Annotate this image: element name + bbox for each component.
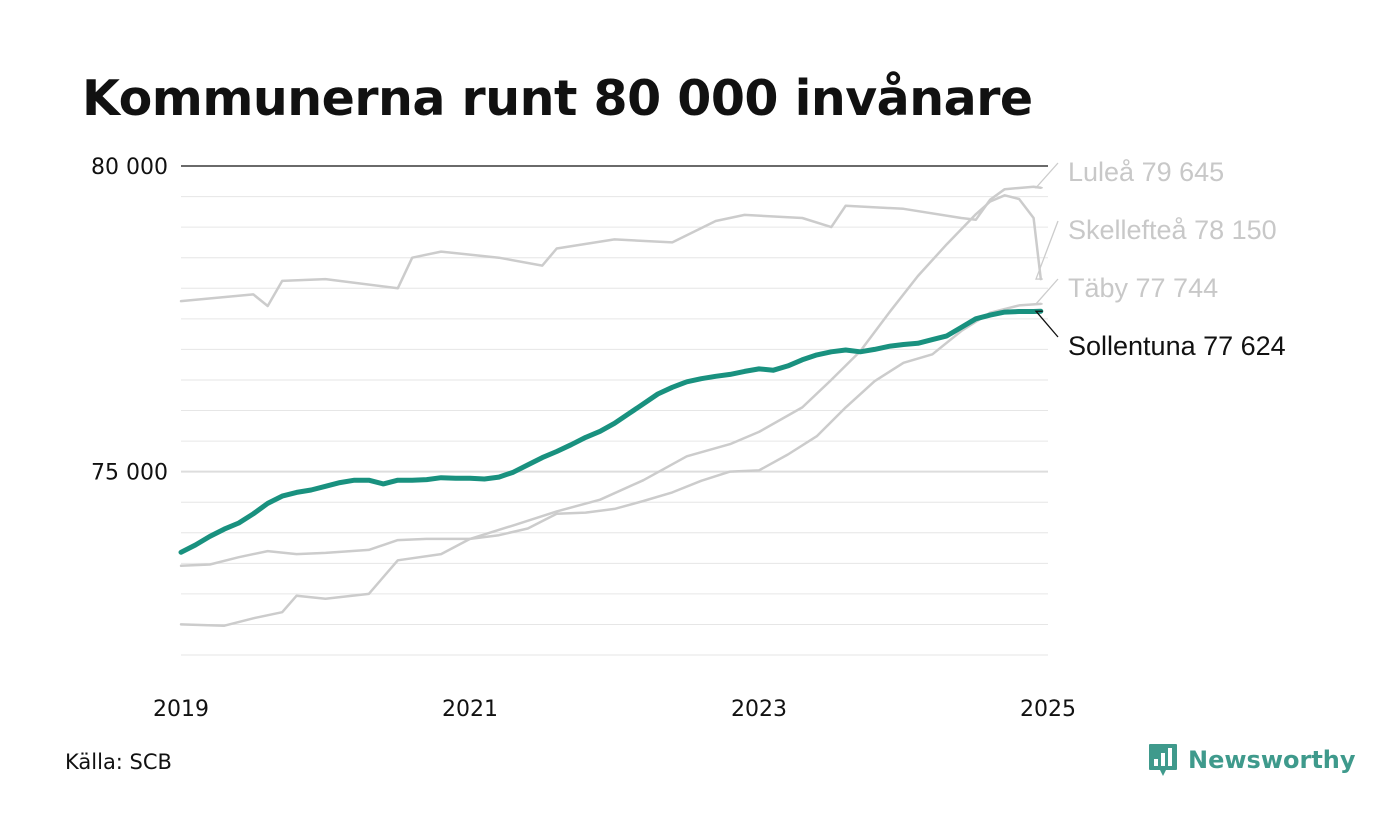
x-tick-label: 2025 — [1020, 697, 1076, 722]
series-end-label: Täby 77 744 — [1068, 273, 1218, 303]
series-end-label: Skellefteå 78 150 — [1068, 215, 1277, 245]
source-note: Källa: SCB — [65, 750, 172, 774]
series-end-labels: Luleå 79 645 Skellefteå 78 150 Täby 77 744… — [1034, 157, 1286, 361]
newsworthy-brand[interactable]: Newsworthy — [1148, 742, 1356, 778]
newsworthy-logo-icon — [1149, 744, 1177, 776]
series-end-label: Luleå 79 645 — [1068, 157, 1224, 187]
y-axis: 75 000 80 000 — [91, 155, 168, 486]
series-line-t-by — [179, 302, 1043, 568]
y-tick-label: 75 000 — [91, 461, 168, 486]
grid-lines — [181, 165, 1048, 656]
series-end-label: Sollentuna 77 624 — [1068, 331, 1286, 361]
chart-title: Kommunerna runt 80 000 invånare — [82, 70, 1033, 127]
series-line-skellefte- — [179, 194, 1043, 627]
y-tick-label: 80 000 — [91, 155, 168, 180]
label-leader-line — [1034, 310, 1059, 338]
x-tick-label: 2019 — [153, 697, 209, 722]
x-tick-label: 2023 — [731, 697, 787, 722]
label-leader-line — [1034, 162, 1059, 189]
brand-name: Newsworthy — [1188, 746, 1356, 774]
label-leader-line — [1034, 278, 1059, 305]
x-tick-label: 2021 — [442, 697, 498, 722]
series-line-sollentuna — [178, 308, 1044, 555]
label-leader-line — [1035, 220, 1059, 280]
series-lines — [178, 185, 1044, 627]
x-axis: 2019 2021 2023 2025 — [153, 697, 1076, 722]
